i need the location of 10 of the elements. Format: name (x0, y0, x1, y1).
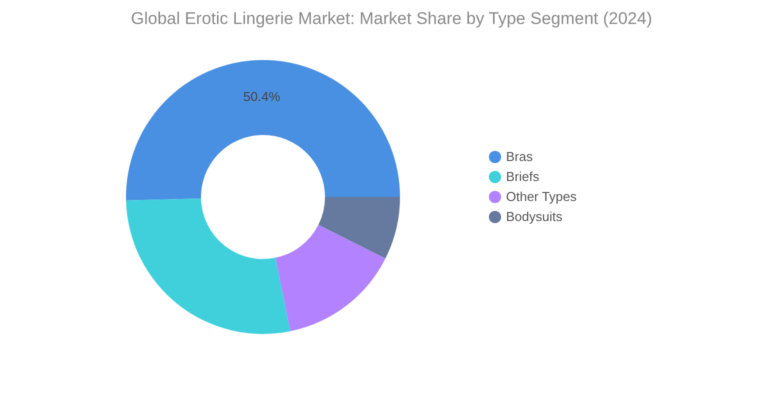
legend-label: Bras (506, 149, 534, 164)
legend-label: Bodysuits (506, 209, 563, 224)
donut-slice (126, 198, 290, 334)
donut-slice (126, 60, 400, 200)
legend-label: Briefs (506, 169, 540, 184)
data-label: 50.4% (243, 89, 281, 104)
donut-slice (275, 224, 386, 332)
chart-title: Global Erotic Lingerie Market: Market Share by Type Segment (2024) (130, 9, 652, 28)
donut-slice (318, 197, 400, 258)
legend-label: Other Types (506, 189, 578, 204)
